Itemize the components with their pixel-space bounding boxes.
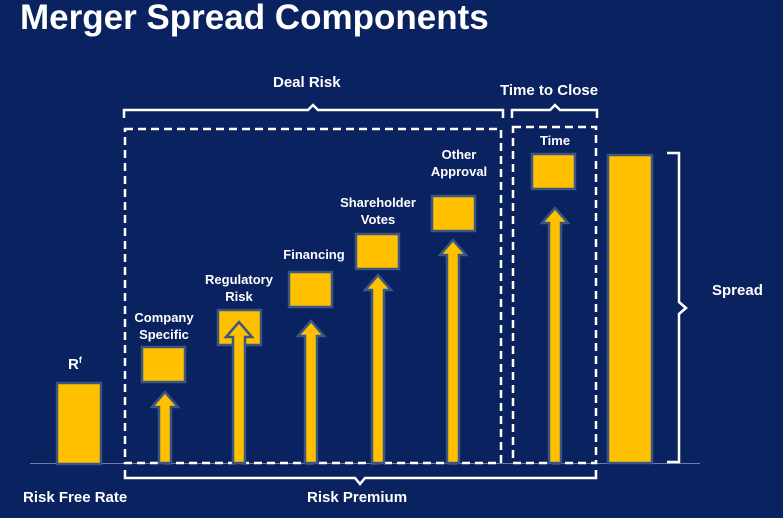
financing-label: Financing bbox=[274, 246, 354, 263]
financing-arrow bbox=[295, 319, 327, 465]
company-specific-arrow bbox=[149, 390, 181, 465]
shareholder-votes-box bbox=[354, 232, 401, 271]
company-specific-box bbox=[140, 345, 187, 384]
financing-label-line1: Financing bbox=[283, 247, 345, 262]
spread-bar bbox=[606, 153, 654, 465]
other-approval-box bbox=[430, 194, 477, 233]
other-approval-label: Other Approval bbox=[419, 146, 499, 180]
risk-premium-brace bbox=[123, 470, 598, 486]
page-title: Merger Spread Components bbox=[20, 0, 489, 37]
regulatory-risk-label-line1: Regulatory bbox=[205, 272, 273, 287]
other-approval-label-line1: Other bbox=[441, 147, 477, 162]
time-label: Time bbox=[525, 132, 585, 149]
time-to-close-brace bbox=[510, 103, 599, 118]
rf-superscript: f bbox=[78, 355, 82, 365]
risk-free-rate-label: Risk Free Rate bbox=[23, 489, 128, 506]
financing-box bbox=[287, 270, 334, 309]
company-specific-label: Company Specific bbox=[124, 309, 204, 343]
shareholder-votes-label: Shareholder Votes bbox=[331, 194, 425, 228]
time-arrow bbox=[539, 206, 571, 465]
company-specific-label-line2: Specific bbox=[139, 327, 189, 342]
risk-free-rate-bar bbox=[55, 381, 103, 466]
spread-brace bbox=[667, 151, 688, 464]
risk-premium-label: Risk Premium bbox=[307, 489, 408, 506]
rf-symbol: R bbox=[68, 356, 79, 373]
regulatory-risk-label: Regulatory Risk bbox=[197, 271, 281, 305]
regulatory-risk-label-line2: Risk bbox=[225, 289, 253, 304]
shareholder-votes-arrow bbox=[362, 273, 394, 465]
deal-risk-label: Deal Risk bbox=[273, 74, 341, 91]
time-label-line1: Time bbox=[539, 133, 571, 148]
time-to-close-label: Time to Close bbox=[500, 82, 599, 99]
other-approval-arrow bbox=[437, 238, 469, 465]
time-box bbox=[530, 152, 577, 191]
rf-label: Rf bbox=[68, 352, 82, 373]
spread-label: Spread bbox=[712, 282, 763, 299]
company-specific-label-line1: Company bbox=[134, 310, 194, 325]
other-approval-label-line2: Approval bbox=[430, 164, 488, 179]
deal-risk-brace bbox=[122, 103, 505, 118]
shareholder-votes-label-line1: Shareholder bbox=[340, 195, 416, 210]
shareholder-votes-label-line2: Votes bbox=[360, 212, 396, 227]
regulatory-risk-arrow bbox=[223, 320, 255, 465]
